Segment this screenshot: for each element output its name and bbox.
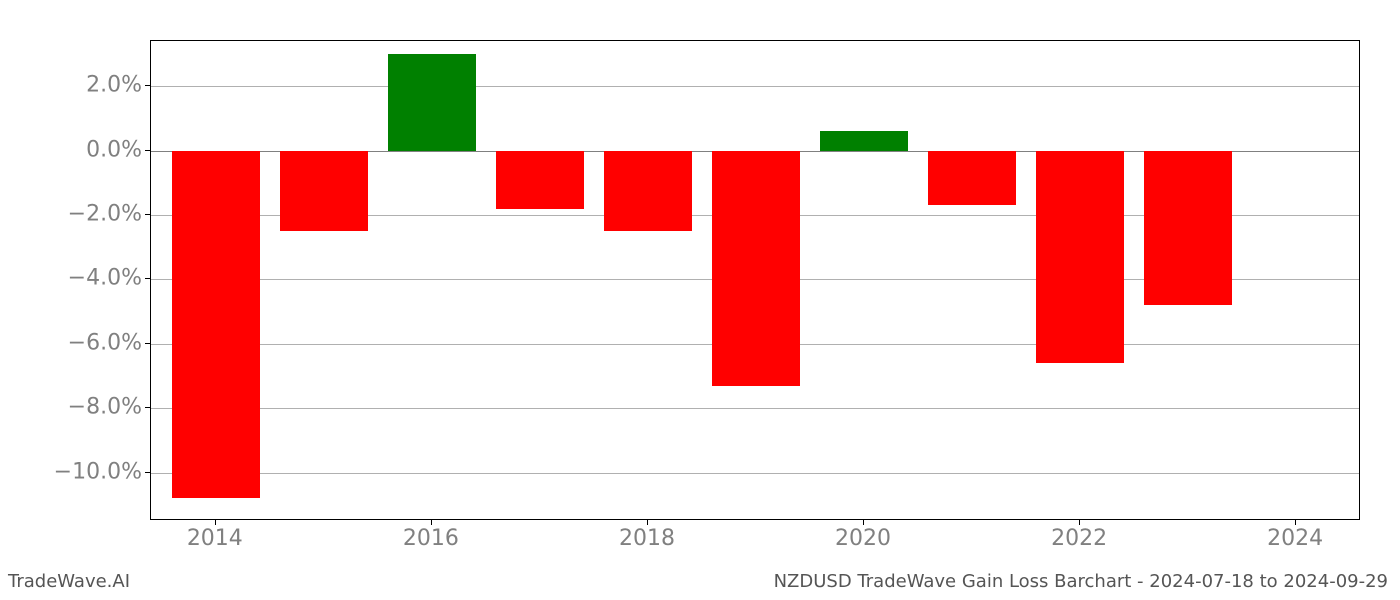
y-tick-label: −4.0% bbox=[68, 266, 142, 291]
bar bbox=[388, 54, 477, 151]
x-tick-label: 2024 bbox=[1267, 526, 1323, 551]
y-tick-mark bbox=[145, 150, 150, 151]
y-tick-mark bbox=[145, 214, 150, 215]
x-tick-mark bbox=[863, 520, 864, 525]
y-tick-label: −10.0% bbox=[54, 459, 142, 484]
x-tick-mark bbox=[215, 520, 216, 525]
bar bbox=[172, 151, 261, 499]
x-tick-label: 2022 bbox=[1051, 526, 1107, 551]
y-tick-mark bbox=[145, 343, 150, 344]
x-tick-mark bbox=[647, 520, 648, 525]
bar bbox=[712, 151, 801, 386]
x-tick-mark bbox=[431, 520, 432, 525]
y-tick-mark bbox=[145, 278, 150, 279]
y-tick-label: −6.0% bbox=[68, 330, 142, 355]
gridline bbox=[151, 473, 1359, 474]
x-tick-label: 2018 bbox=[619, 526, 675, 551]
y-tick-mark bbox=[145, 407, 150, 408]
bar bbox=[280, 151, 369, 232]
y-tick-mark bbox=[145, 85, 150, 86]
gridline bbox=[151, 408, 1359, 409]
chart-plot-area bbox=[150, 40, 1360, 520]
bar bbox=[604, 151, 693, 232]
y-tick-label: 2.0% bbox=[86, 73, 142, 98]
y-tick-label: −2.0% bbox=[68, 201, 142, 226]
bar bbox=[1036, 151, 1125, 364]
x-tick-label: 2020 bbox=[835, 526, 891, 551]
bar bbox=[496, 151, 585, 209]
y-tick-label: 0.0% bbox=[86, 137, 142, 162]
footer-left-text: TradeWave.AI bbox=[8, 571, 130, 592]
x-tick-mark bbox=[1079, 520, 1080, 525]
gridline bbox=[151, 86, 1359, 87]
bar bbox=[1144, 151, 1233, 306]
x-tick-label: 2016 bbox=[403, 526, 459, 551]
y-tick-label: −8.0% bbox=[68, 395, 142, 420]
bar bbox=[820, 131, 909, 150]
y-tick-mark bbox=[145, 472, 150, 473]
x-tick-mark bbox=[1295, 520, 1296, 525]
footer-right-text: NZDUSD TradeWave Gain Loss Barchart - 20… bbox=[774, 571, 1388, 592]
x-tick-label: 2014 bbox=[187, 526, 243, 551]
bar bbox=[928, 151, 1017, 206]
